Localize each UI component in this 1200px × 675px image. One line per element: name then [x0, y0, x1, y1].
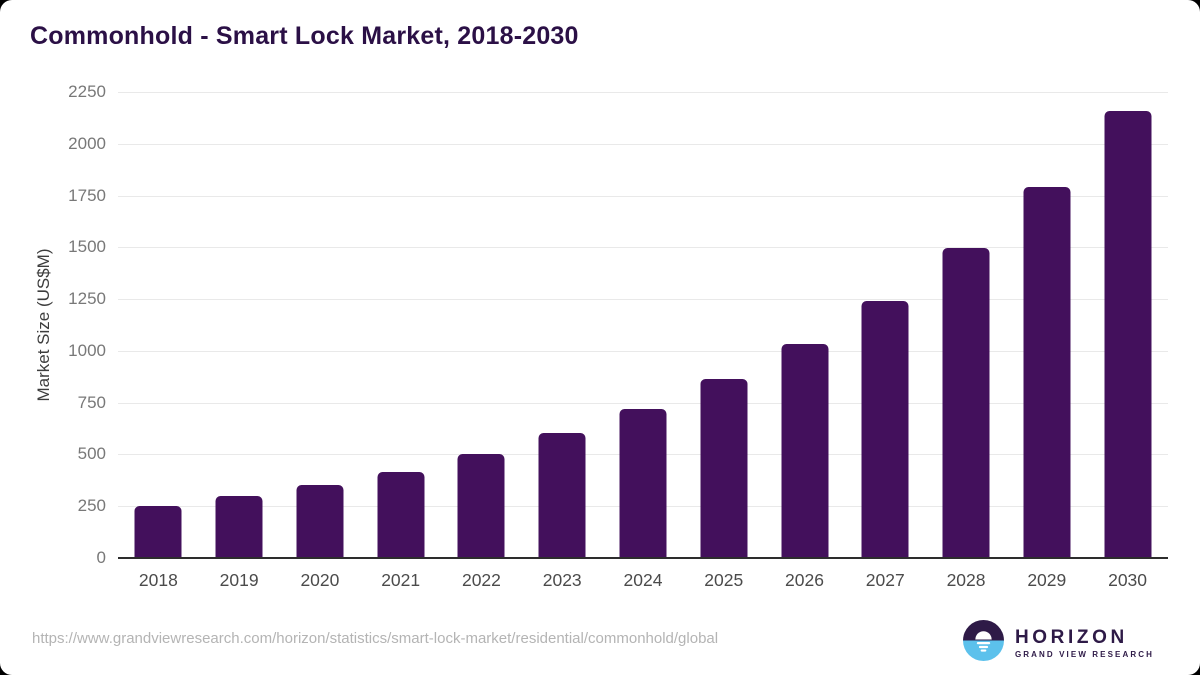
x-tick-label-2019: 2019	[219, 570, 259, 590]
bar-2020[interactable]	[296, 485, 344, 558]
x-tick-label-2026: 2026	[785, 570, 824, 590]
bar-slot-2024	[603, 92, 684, 558]
bar-2024[interactable]	[619, 408, 667, 558]
x-tick-label-2028: 2028	[946, 570, 986, 590]
bar-2022[interactable]	[457, 454, 505, 558]
bar-slot-2023	[522, 92, 603, 558]
x-tick-label-2025: 2025	[704, 570, 744, 590]
bar-2018[interactable]	[134, 506, 182, 558]
y-tick-label-250: 250	[77, 496, 106, 516]
bar-slot-2019	[199, 92, 280, 558]
x-tick-label-2020: 2020	[300, 570, 340, 590]
gridline-1250	[118, 299, 1168, 301]
y-tick-label-2250: 2250	[68, 82, 106, 101]
y-tick-label-1250: 1250	[68, 289, 106, 309]
bar-2021[interactable]	[377, 471, 425, 558]
bar-slot-2028	[926, 92, 1007, 558]
bar-slot-2026	[764, 92, 845, 558]
source-url: https://www.grandviewresearch.com/horizo…	[32, 630, 719, 647]
y-tick-labels: 0 250 500 750 1000 1250 1500 1750 2000 2250	[0, 83, 106, 567]
x-tick-label-2027: 2027	[865, 570, 905, 590]
bar-slot-2030	[1087, 92, 1168, 558]
bar-2019[interactable]	[215, 496, 263, 558]
x-tick-label-2029: 2029	[1027, 570, 1067, 590]
logo-brand-name: HORIZON	[1014, 626, 1128, 648]
x-axis-line	[118, 557, 1168, 559]
y-tick-label-1000: 1000	[68, 340, 106, 360]
bar-slot-2020	[280, 92, 361, 558]
gridline-750	[118, 402, 1168, 404]
y-tick-label-0: 0	[96, 548, 106, 567]
bar-slot-2029	[1006, 92, 1087, 558]
bar-2025[interactable]	[700, 379, 748, 558]
gridline-2000	[118, 143, 1168, 145]
x-tick-label-2022: 2022	[461, 570, 501, 590]
bar-2023[interactable]	[538, 433, 586, 558]
y-tick-label-2000: 2000	[68, 133, 106, 153]
gridline-1500	[118, 247, 1168, 249]
x-tick-label-2018: 2018	[138, 570, 178, 590]
bar-slot-2022	[441, 92, 522, 558]
logo-sub-brand: GRAND VIEW RESEARCH	[1014, 649, 1154, 659]
bar-2027[interactable]	[861, 300, 909, 558]
gridline-1750	[118, 195, 1168, 197]
x-tick-label-2021: 2021	[381, 570, 421, 590]
logo-text: HORIZON GRAND VIEW RESEARCH	[1014, 626, 1154, 659]
x-tick-label-2024: 2024	[623, 570, 663, 590]
bars-row	[118, 92, 1168, 558]
y-tick-label-750: 750	[77, 392, 106, 412]
y-tick-label-1500: 1500	[68, 237, 106, 257]
bar-2028[interactable]	[942, 248, 990, 558]
brand-logo: HORIZON GRAND VIEW RESEARCH	[962, 620, 1154, 666]
bar-2026[interactable]	[781, 343, 828, 558]
x-tick-label-2030: 2030	[1108, 570, 1148, 590]
gridline-1000	[118, 350, 1168, 352]
bar-slot-2027	[845, 92, 926, 558]
chart-title: Commonhold - Smart Lock Market, 2018-203…	[30, 22, 579, 50]
x-tick-label-2023: 2023	[542, 570, 582, 590]
bar-slot-2018	[118, 92, 199, 558]
bar-2030[interactable]	[1104, 110, 1152, 558]
plot-area	[118, 92, 1168, 559]
bar-slot-2025	[683, 92, 764, 558]
gridline-2250	[118, 92, 1168, 93]
bar-2029[interactable]	[1023, 186, 1071, 558]
bar-slot-2021	[360, 92, 441, 558]
horizon-sunrise-icon	[962, 620, 1004, 666]
y-tick-label-1750: 1750	[68, 185, 106, 205]
x-tick-labels: 2018 2019 2020 2021 2022 2023 2024 2025 2026 2027…	[118, 570, 1168, 591]
y-tick-label-500: 500	[77, 444, 106, 464]
